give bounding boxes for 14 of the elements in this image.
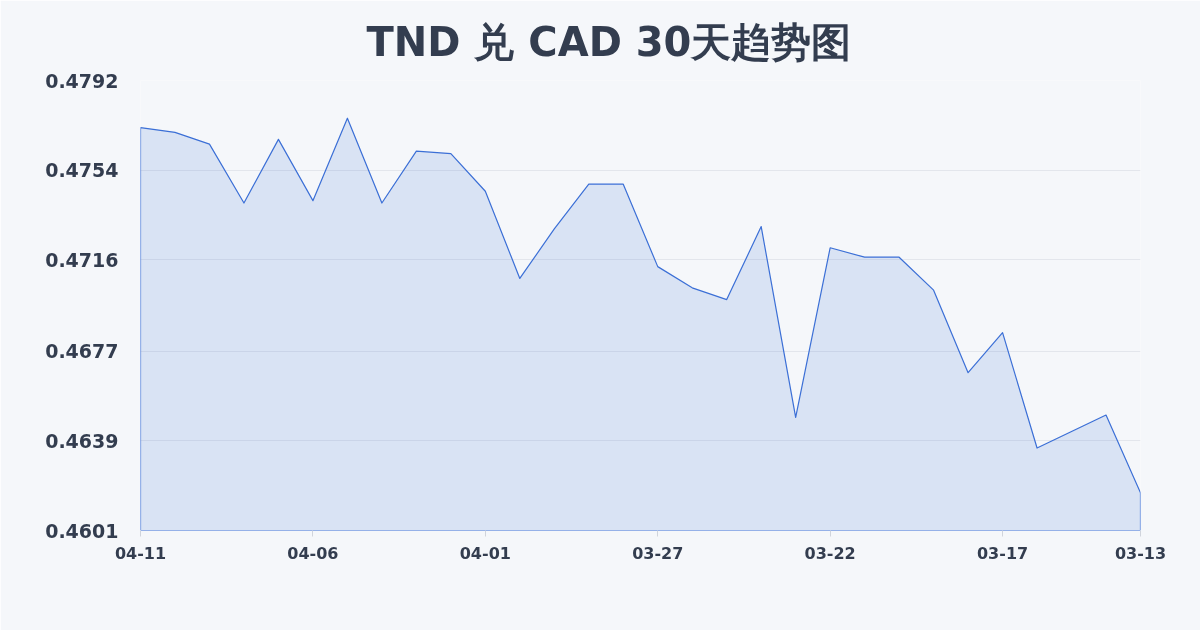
x-tick-label: 04-06 bbox=[287, 543, 339, 563]
y-tick-label: 0.4677 bbox=[45, 340, 119, 363]
x-tick-label: 03-17 bbox=[976, 543, 1029, 563]
x-tick-label: 03-13 bbox=[1114, 543, 1167, 563]
y-tick-label: 0.4716 bbox=[45, 248, 119, 271]
y-tick-label: 0.4639 bbox=[45, 429, 119, 452]
chart-title: TND 兑 CAD 30天趋势图 bbox=[366, 18, 852, 65]
x-tick-label: 04-01 bbox=[459, 543, 511, 563]
y-tick-label: 0.4754 bbox=[45, 159, 119, 182]
y-tick-label: 0.4792 bbox=[45, 69, 119, 92]
x-tick-label: 04-11 bbox=[114, 543, 167, 563]
y-tick-label: 0.4601 bbox=[45, 519, 119, 542]
x-tick-label: 03-22 bbox=[804, 543, 856, 563]
x-tick-label: 03-27 bbox=[632, 543, 684, 563]
